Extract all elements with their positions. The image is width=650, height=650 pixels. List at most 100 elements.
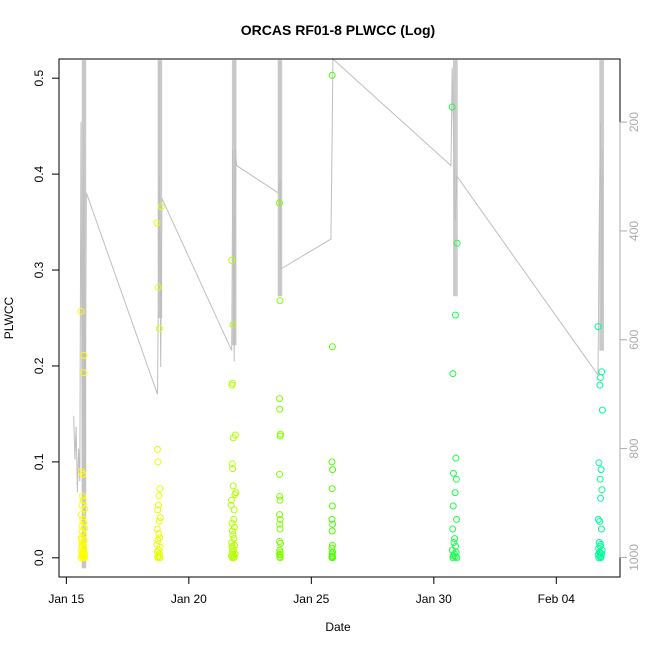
y-tick-label: 0.4 bbox=[32, 165, 46, 182]
data-point bbox=[448, 103, 456, 111]
data-point bbox=[595, 544, 603, 552]
data-point bbox=[230, 554, 238, 562]
pressure-line bbox=[73, 57, 604, 493]
data-point bbox=[156, 485, 164, 493]
x-tick-label: Feb 04 bbox=[538, 592, 576, 606]
data-point bbox=[328, 343, 336, 351]
data-point bbox=[596, 517, 604, 525]
data-point bbox=[81, 524, 88, 532]
data-point bbox=[81, 505, 89, 513]
y2-tick-label: 600 bbox=[627, 329, 641, 349]
data-point bbox=[328, 485, 336, 493]
data-point bbox=[276, 515, 284, 523]
data-point bbox=[597, 525, 605, 533]
data-point bbox=[229, 465, 237, 473]
data-point bbox=[157, 203, 165, 211]
data-point bbox=[328, 458, 336, 466]
y-tick-label: 0.0 bbox=[32, 549, 46, 566]
data-point bbox=[451, 489, 459, 497]
data-point bbox=[597, 466, 605, 474]
data-point bbox=[328, 541, 336, 549]
data-point bbox=[80, 351, 88, 359]
data-point bbox=[77, 511, 85, 519]
data-point bbox=[449, 554, 457, 562]
data-point bbox=[155, 325, 163, 333]
data-point bbox=[230, 523, 238, 531]
data-point bbox=[597, 494, 605, 502]
data-point bbox=[78, 536, 85, 544]
data-point bbox=[153, 219, 161, 227]
data-point bbox=[276, 199, 283, 207]
y2-tick-label: 800 bbox=[627, 438, 641, 458]
y-axis-label: PLWCC bbox=[2, 296, 16, 339]
data-point bbox=[230, 515, 238, 523]
data-point bbox=[449, 370, 457, 378]
data-point bbox=[598, 486, 606, 494]
data-point bbox=[228, 542, 236, 550]
data-point bbox=[276, 520, 284, 528]
data-point bbox=[154, 458, 162, 466]
data-point bbox=[329, 466, 337, 474]
data-point bbox=[155, 517, 163, 525]
data-point bbox=[596, 475, 604, 483]
data-point bbox=[79, 492, 86, 500]
plot-area bbox=[73, 57, 606, 569]
data-point bbox=[451, 535, 459, 543]
data-point bbox=[78, 542, 86, 550]
y2-axis: 200 400 600 800 1000 bbox=[619, 112, 641, 571]
y-tick-label: 0.2 bbox=[32, 357, 46, 374]
data-point bbox=[277, 539, 284, 547]
data-point bbox=[449, 525, 457, 533]
data-point bbox=[228, 460, 236, 468]
data-point bbox=[596, 549, 604, 557]
data-point bbox=[276, 470, 283, 478]
x-axis: Jan 15 Jan 20 Jan 25 Jan 30 Feb 04 bbox=[48, 576, 576, 606]
y-tick-label: 0.5 bbox=[32, 70, 46, 87]
data-point bbox=[328, 554, 336, 562]
x-tick-label: Jan 30 bbox=[416, 592, 452, 606]
x-axis-label: Date bbox=[325, 620, 351, 634]
data-point bbox=[453, 554, 461, 562]
data-point bbox=[453, 239, 461, 247]
data-point bbox=[276, 492, 284, 500]
data-point bbox=[449, 502, 457, 510]
data-point bbox=[155, 530, 163, 538]
data-point bbox=[79, 496, 87, 504]
chart-title: ORCAS RF01-8 PLWCC (Log) bbox=[241, 22, 435, 38]
data-point bbox=[449, 469, 457, 477]
data-point bbox=[154, 445, 161, 453]
data-point bbox=[230, 535, 238, 543]
data-point bbox=[276, 496, 284, 504]
y2-tick-label: 200 bbox=[627, 112, 641, 132]
data-point bbox=[156, 554, 164, 562]
data-point bbox=[453, 515, 461, 523]
data-point bbox=[328, 527, 336, 535]
data-point bbox=[79, 539, 86, 546]
data-point bbox=[228, 381, 236, 389]
data-point bbox=[228, 527, 236, 535]
data-point bbox=[229, 531, 237, 539]
data-point bbox=[452, 454, 460, 462]
data-point bbox=[231, 491, 239, 498]
y-tick-label: 0.1 bbox=[32, 453, 46, 470]
data-point bbox=[328, 502, 336, 510]
data-point bbox=[155, 501, 162, 509]
data-point bbox=[228, 256, 236, 264]
data-point bbox=[595, 459, 603, 467]
data-point bbox=[230, 506, 238, 514]
data-point bbox=[154, 537, 162, 544]
data-point bbox=[276, 554, 284, 562]
data-point bbox=[276, 432, 284, 440]
data-point bbox=[156, 514, 164, 521]
data-point bbox=[229, 434, 237, 442]
data-point bbox=[328, 71, 336, 79]
data-point bbox=[276, 395, 283, 403]
y-tick-label: 0.3 bbox=[32, 261, 46, 278]
data-point bbox=[276, 297, 284, 305]
data-point bbox=[155, 492, 163, 499]
data-points bbox=[77, 71, 606, 562]
data-point bbox=[276, 405, 284, 413]
data-point bbox=[596, 381, 604, 389]
